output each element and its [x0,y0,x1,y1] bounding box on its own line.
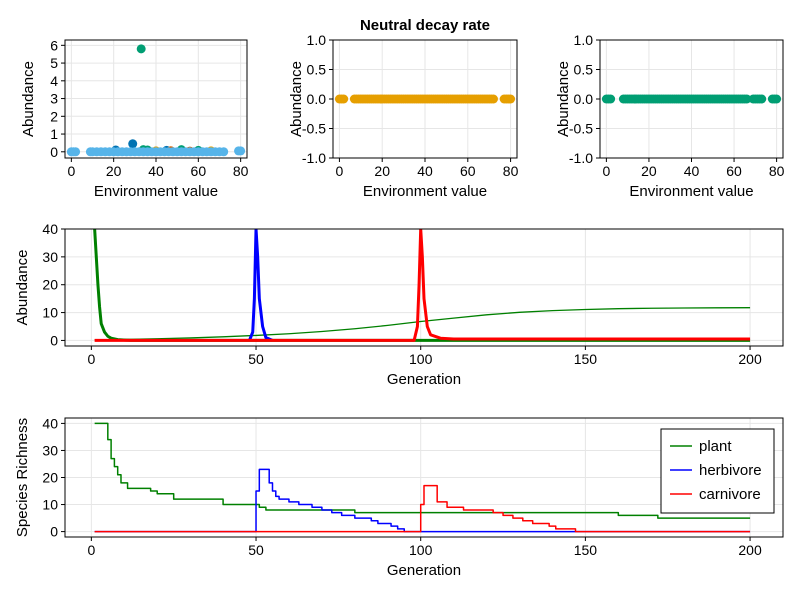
y-tick-label: -0.5 [302,121,326,137]
plot-area [93,229,751,342]
x-tick-label: 60 [460,163,476,179]
x-tick-label: 20 [641,163,657,179]
y-axis-label: Abundance [288,61,305,137]
x-tick-label: 20 [374,163,390,179]
legend-label-carnivore: carnivore [699,486,761,503]
y-tick-label: 0.0 [307,91,327,107]
series-line-2 [248,229,274,342]
y-tick-label: -1.0 [569,150,593,166]
chart-panel-2: 0 20 40 60 80 -1.0 -0.5 0.0 0.5 1.0 Environment va… [555,32,785,200]
scatter-point [339,94,349,104]
legend-label-herbivore: herbivore [699,462,762,479]
y-tick-label: 30 [42,249,58,265]
axes-frame [64,228,784,347]
scatter-point [742,94,752,104]
x-tick-label: 80 [769,163,785,179]
y-tick-label: 0.0 [574,91,594,107]
chart-panel-4: 0 50 100 150 200 0 10 20 30 40 Generation Species R… [14,415,784,579]
scatter-point [757,94,767,104]
x-tick-label: 0 [336,163,344,179]
x-tick-label: 0 [67,163,75,179]
x-tick-label: 60 [726,163,742,179]
x-tick-label: 40 [148,163,164,179]
x-axis-label: Environment value [94,183,218,200]
y-tick-label: 3 [50,91,58,107]
x-tick-label: 0 [602,163,610,179]
y-tick-label: 20 [42,470,58,486]
y-tick-label: -1.0 [302,150,326,166]
scatter-point [136,44,146,54]
plot-area [334,94,516,104]
y-tick-label: 20 [42,277,58,293]
x-tick-label: 40 [417,163,433,179]
scatter-point [71,147,81,157]
x-tick-label: 200 [738,542,762,558]
y-tick-label: 1 [50,126,58,142]
x-axis-label: Generation [387,562,461,579]
x-tick-label: 80 [503,163,519,179]
series-line-2 [94,484,751,533]
x-tick-label: 0 [87,351,95,367]
x-tick-label: 200 [738,351,762,367]
x-tick-label: 150 [574,351,598,367]
y-tick-label: 1.0 [307,32,327,48]
y-tick-label: 0 [50,144,58,160]
scatter-point [128,139,138,149]
x-tick-label: 100 [409,351,433,367]
y-axis-label: Abundance [14,250,31,326]
x-tick-label: 50 [248,351,264,367]
series-line-0 [94,307,751,341]
y-tick-label: -0.5 [569,121,593,137]
y-tick-label: 0.5 [574,62,594,78]
series-line-3 [94,229,751,342]
x-tick-label: 100 [409,542,433,558]
y-tick-label: 6 [50,37,58,53]
y-tick-label: 40 [42,415,58,431]
plot-area [94,422,751,533]
x-axis-label: Environment value [629,183,753,200]
y-axis-label: Abundance [20,61,37,137]
legend-box [660,428,775,514]
y-tick-label: 30 [42,442,58,458]
chart-panel-3: 0 50 100 150 200 0 10 20 30 40 Generation Abundance [14,221,784,388]
y-tick-label: 40 [42,221,58,237]
x-tick-label: 50 [248,542,264,558]
x-axis-label: Environment value [363,183,487,200]
y-tick-label: 0 [50,332,58,348]
plot-area [601,94,782,104]
y-tick-label: 1.0 [574,32,594,48]
x-tick-label: 20 [106,163,122,179]
x-tick-label: 40 [684,163,700,179]
x-tick-label: 60 [191,163,207,179]
series-line-0 [94,422,751,519]
x-tick-label: 0 [87,542,95,558]
scatter-point [506,94,516,104]
series-line-1 [94,468,751,533]
scatter-point [488,94,498,104]
legend: plant herbivore carnivore [660,428,775,514]
y-tick-label: 5 [50,55,58,71]
y-axis-label: Species Richness [14,418,31,537]
scatter-point [772,94,782,104]
x-tick-label: 80 [233,163,249,179]
scatter-point [219,147,229,157]
x-axis-label: Generation [387,371,461,388]
plot-area [66,44,246,157]
x-tick-label: 150 [574,542,598,558]
y-tick-label: 10 [42,497,58,513]
y-tick-label: 10 [42,305,58,321]
y-tick-label: 0.5 [307,62,327,78]
y-axis-label: Abundance [555,61,572,137]
scatter-point [606,94,616,104]
scatter-point [236,146,246,156]
legend-label-plant: plant [699,438,732,455]
y-tick-label: 0 [50,524,58,540]
chart-panel-1: 0 20 40 60 80 -1.0 -0.5 0.0 0.5 1.0 Environment va… [288,17,519,200]
y-tick-label: 2 [50,108,58,124]
y-tick-label: 4 [50,73,58,89]
chart-title: Neutral decay rate [360,17,490,34]
